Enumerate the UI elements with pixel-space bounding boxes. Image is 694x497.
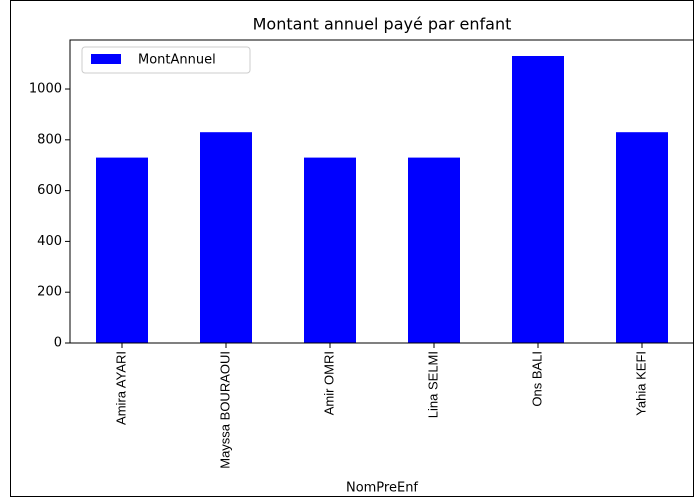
legend-label: MontAnnuel — [138, 53, 216, 68]
bar — [408, 157, 460, 343]
plot-frame — [69, 39, 694, 344]
bar — [304, 157, 356, 343]
x-tick-label: Yahia KEFI — [633, 351, 648, 416]
bar — [512, 56, 564, 343]
x-tick-label: Mayssa BOURAOUI — [217, 351, 232, 469]
x-tick-label: Ons BALI — [529, 351, 544, 407]
x-axis-label: NomPreEnf — [346, 481, 418, 496]
legend-swatch — [91, 54, 121, 64]
bar — [200, 132, 252, 343]
bar — [616, 132, 668, 343]
y-tick-label: 400 — [37, 234, 62, 249]
x-tick-label: Lina SELMI — [425, 351, 440, 418]
y-tick-label: 1000 — [29, 82, 62, 97]
y-tick-label: 600 — [37, 183, 62, 198]
legend-box — [81, 46, 251, 74]
y-tick-label: 200 — [37, 285, 62, 300]
bar — [96, 157, 148, 343]
y-tick-label: 0 — [54, 336, 62, 351]
chart-title: Montant annuel payé par enfant — [253, 15, 512, 34]
x-tick-label: Amira AYARI — [113, 351, 128, 425]
x-tick-label: Amir OMRI — [321, 351, 336, 415]
y-tick-label: 800 — [37, 132, 62, 147]
